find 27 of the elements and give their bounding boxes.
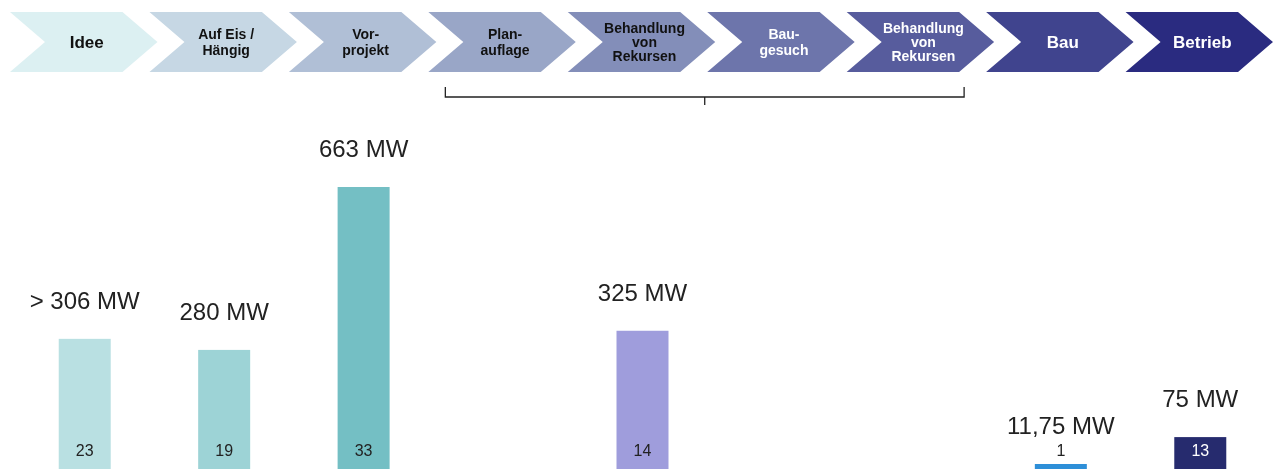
bar [337,187,390,469]
bar [58,338,111,469]
data-label: 325 MW [597,278,688,306]
data-label: 280 MW [179,297,270,325]
bar [1034,464,1087,469]
annotation: 19 [215,442,234,459]
annotation: 1 [1056,442,1066,459]
x-tick-label: Vor- projekt [342,26,390,58]
annotation: 13 [1191,442,1210,459]
data-label: 663 MW [318,135,409,162]
data-label: > 306 MW [29,286,141,314]
x-tick-label: Bau [1046,32,1079,52]
x-tick-label: Idee [69,32,104,52]
x-tick-label: Behandlung von Rekursen [882,19,964,64]
x-tick-label: Behandlung von Rekursen [604,19,685,64]
data-label: 11,75 MW [1007,412,1115,439]
annotation: 33 [354,442,373,459]
data-label: 75 MW [1162,385,1239,413]
bar [198,349,251,469]
annotation: 14 [633,442,652,459]
x-tick-label: Bau- gesuch [759,26,809,58]
bar [1174,437,1227,469]
bar [616,330,669,469]
x-tick-label: Plan- auflage [480,26,530,58]
annotation: 23 [75,442,94,459]
x-tick-label: Betrieb [1172,32,1232,52]
x-tick-label: Auf Eis / Hängig [198,26,255,58]
